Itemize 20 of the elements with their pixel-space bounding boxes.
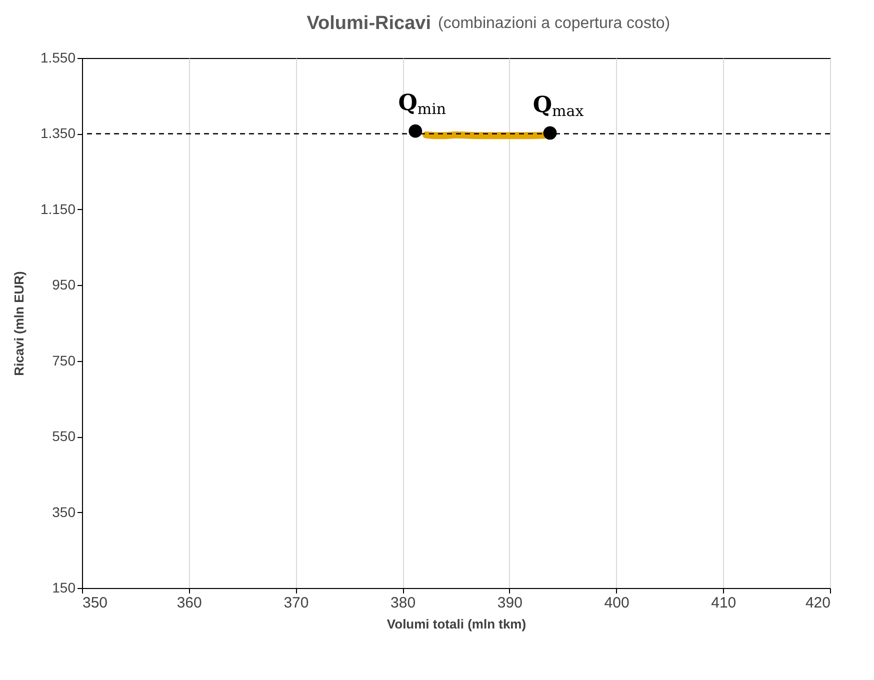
- y-tick-label: 1.150: [40, 200, 76, 217]
- x-tick-label: 410: [711, 594, 736, 612]
- y-axis-title: Ricavi (mln EUR): [11, 271, 26, 376]
- chart-subtitle: (combinazioni a copertura costo): [438, 15, 670, 32]
- chart-title: Volumi-Ricavi: [306, 13, 431, 34]
- y-tick-label: 350: [52, 504, 76, 520]
- x-tick-label: 390: [497, 594, 522, 612]
- y-tick-label: 950: [52, 276, 76, 293]
- x-tick-label: 380: [390, 594, 416, 612]
- y-tick-label: 1.350: [40, 125, 76, 142]
- x-axis-title: Volumi totali (mln tkm): [386, 616, 526, 632]
- x-tick-label: 400: [604, 594, 630, 612]
- x-tick-label: 350: [82, 594, 108, 612]
- y-tick-label: 150: [52, 580, 76, 596]
- y-tick-label: 750: [52, 352, 76, 368]
- y-tick-label: 1.550: [40, 50, 76, 66]
- x-tick-label: 370: [284, 594, 309, 612]
- y-tick-label: 550: [52, 428, 76, 444]
- x-tick-label: 420: [805, 594, 830, 612]
- x-tick-label: 360: [176, 594, 202, 612]
